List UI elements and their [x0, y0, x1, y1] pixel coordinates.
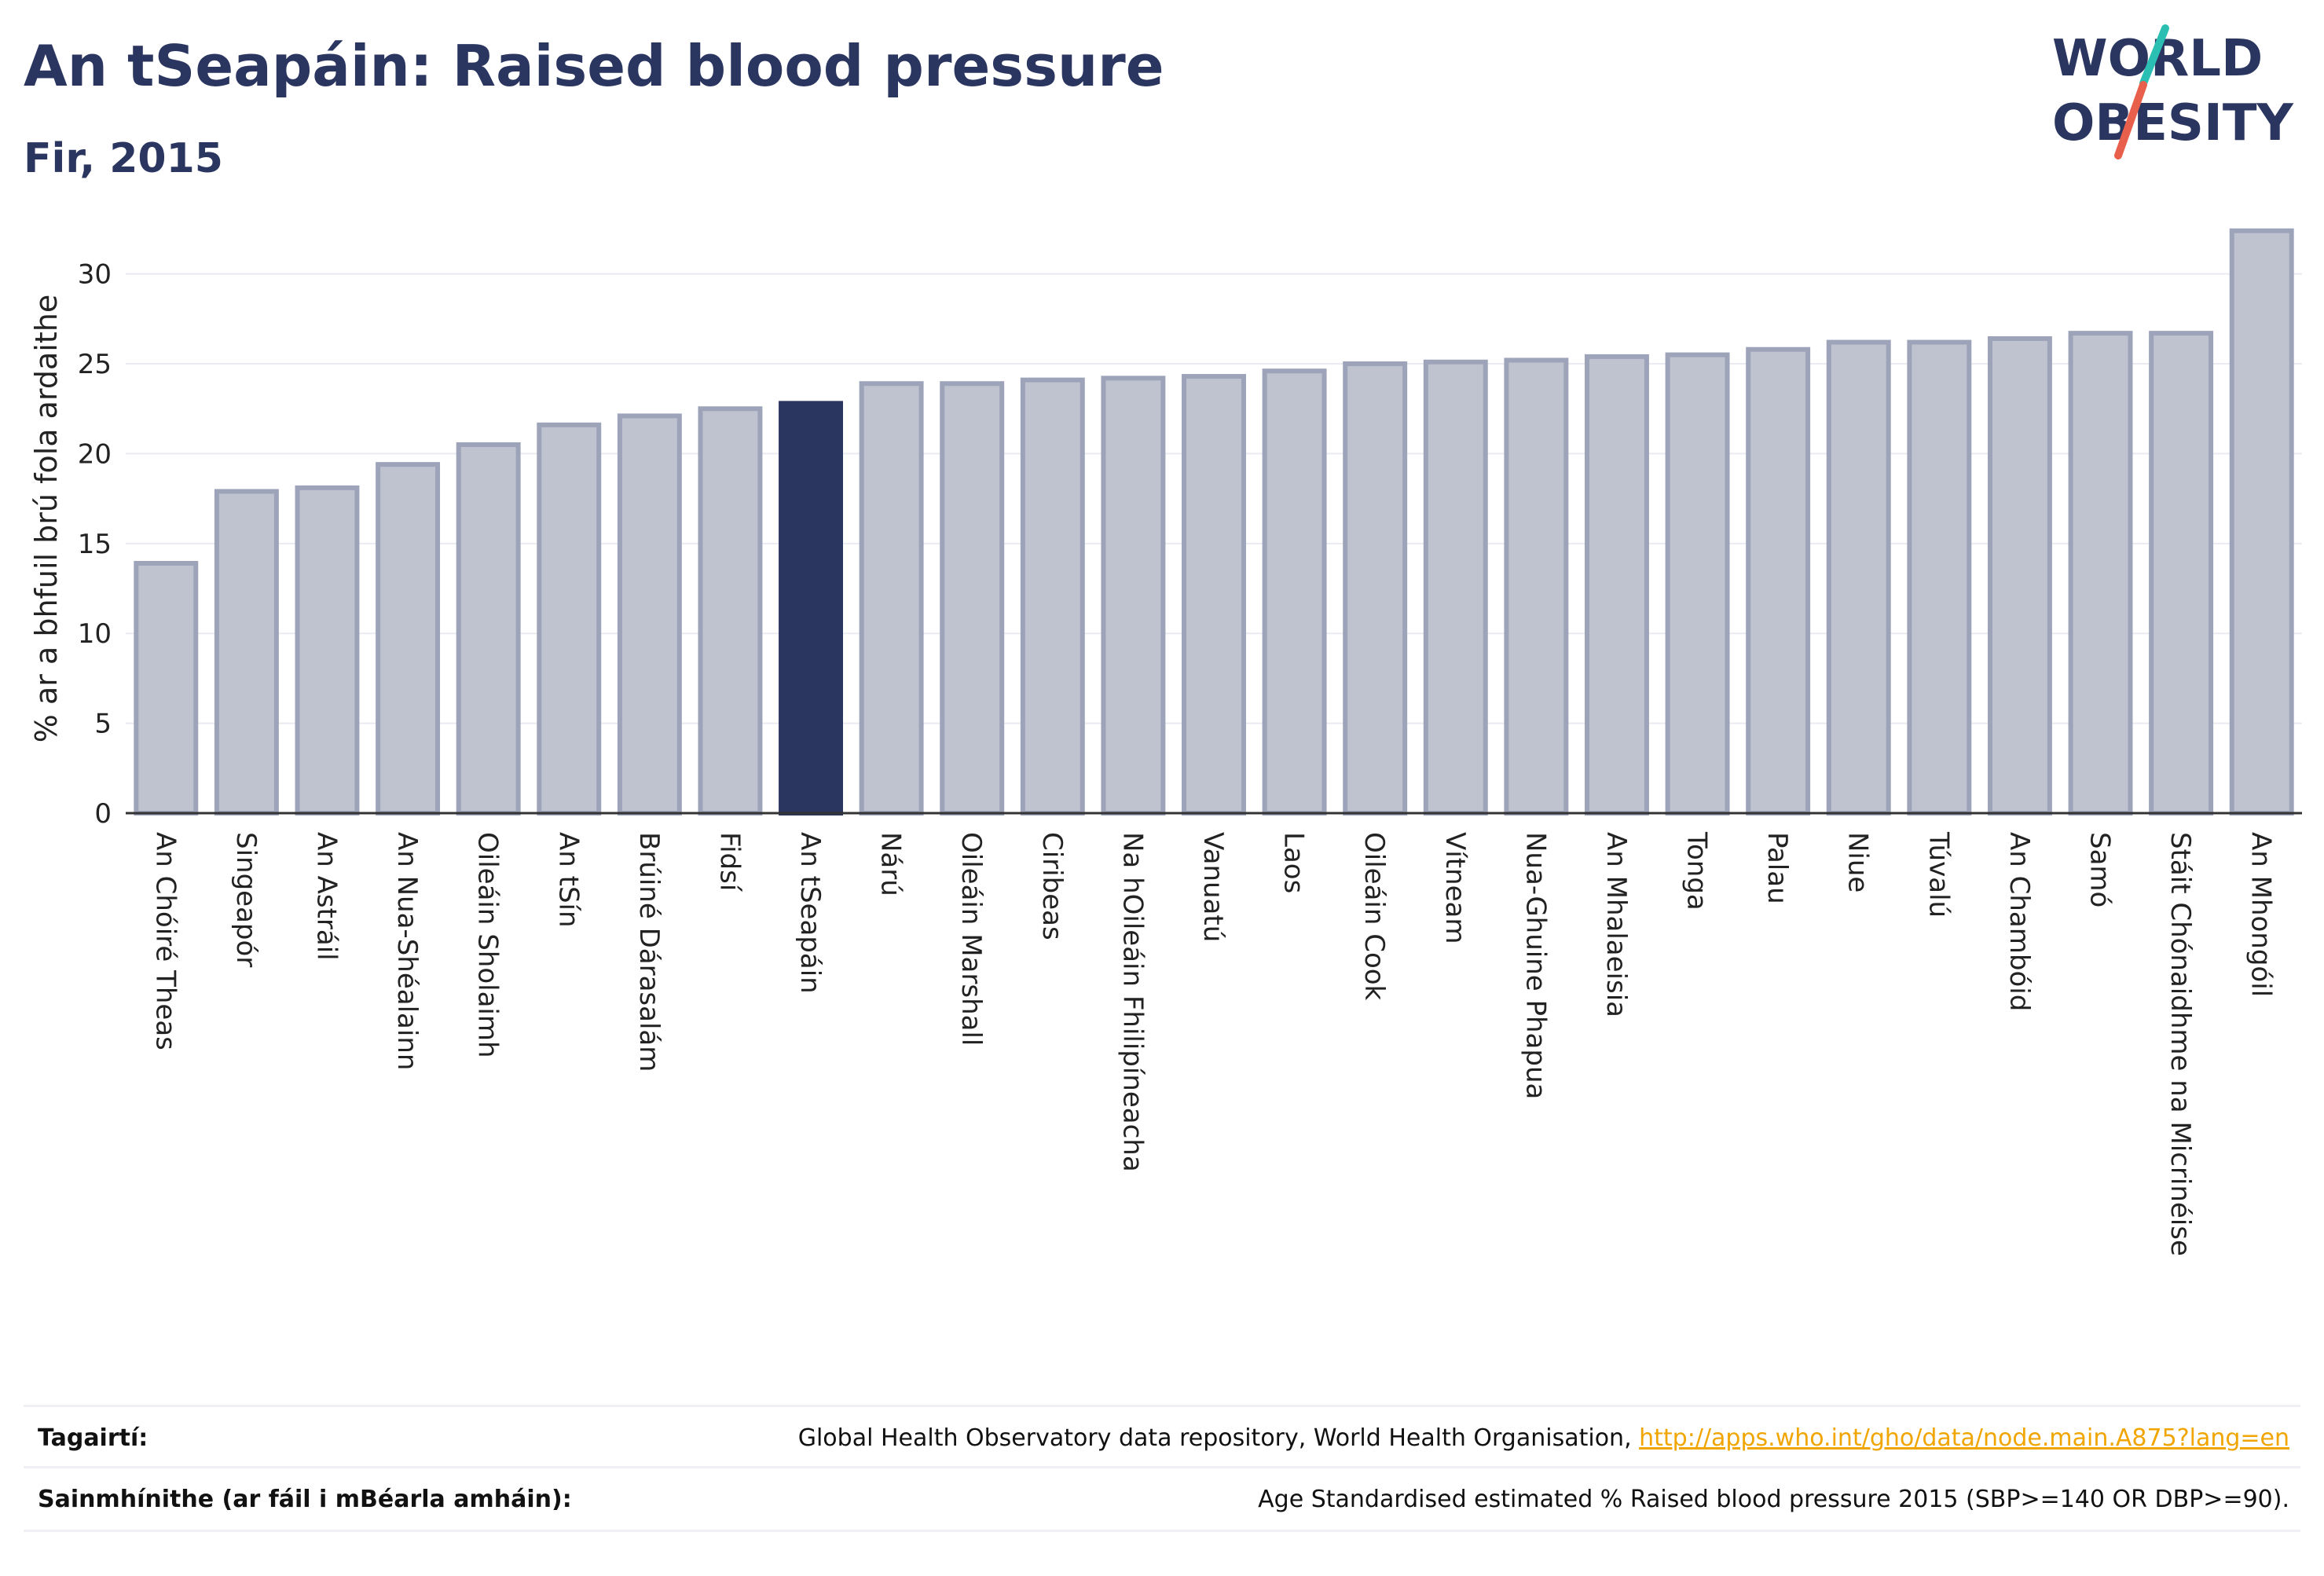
definitions-text: Age Standardised estimated % Raised bloo… [1258, 1486, 2289, 1513]
x-tick-label: An Mhongóil [2245, 832, 2277, 997]
x-tick-label: Na hOileáin Fhilipíneacha [1116, 832, 1148, 1172]
y-axis-label: % ar a bhfuil brú fola ardaithe [29, 295, 64, 742]
bar [1504, 357, 1569, 816]
y-tick-label: 10 [78, 618, 112, 650]
x-tick-label: An Chóiré Theas [149, 832, 181, 1050]
x-tick-label: Singeapór [230, 832, 262, 967]
bar [1182, 374, 1246, 815]
x-tick-label: Ciribeas [1036, 832, 1068, 940]
references-label: Tagairtí: [38, 1424, 148, 1452]
x-tick-label: Fidsí [713, 832, 745, 892]
bar [2229, 228, 2294, 815]
x-tick-label: Nua-Ghuine Phapua [1519, 832, 1551, 1099]
bars [126, 228, 2302, 816]
x-tick-label: An tSeapáin [794, 832, 826, 994]
bar [456, 442, 521, 815]
x-tick-label: Niue [1842, 832, 1874, 892]
bar [1907, 339, 1972, 815]
x-tick-label: Vanuatú [1197, 832, 1229, 942]
logo-slash-red [2114, 81, 2147, 159]
bar [1665, 352, 1730, 816]
logo-line2: OBESITY [2052, 94, 2293, 152]
logo-slash-teal [2139, 24, 2169, 87]
bar [1826, 339, 1891, 815]
x-tick-label: An tSín [552, 832, 584, 928]
x-tick-label: An Nua-Shéalainn [391, 832, 423, 1070]
bar [214, 489, 279, 816]
x-tick-label: An Astráil [310, 832, 342, 961]
bar [859, 381, 924, 815]
x-tick-label: Brúiné Dárasalám [633, 832, 665, 1072]
y-tick-label: 20 [78, 438, 112, 470]
bar [1343, 361, 1408, 816]
y-tick-label: 0 [94, 798, 112, 830]
bar [1746, 346, 1811, 815]
world-obesity-logo: WORLD OBESITY [2052, 24, 2293, 159]
bar [134, 560, 199, 815]
references-text: Global Health Observatory data repositor… [797, 1424, 1640, 1452]
x-tick-label: Nárú [875, 832, 907, 896]
bar [1101, 376, 1166, 816]
bar [1262, 368, 1327, 815]
x-tick-label: Túvalú [1923, 831, 1954, 918]
chart-title: An tSeapáin: Raised blood pressure [24, 33, 1164, 99]
x-tick-label: Tonga [1681, 831, 1713, 911]
x-tick-label: Oileáin Sholaimh [472, 832, 504, 1058]
bar [376, 462, 441, 815]
x-tick-label: An Mhalaeisia [1600, 832, 1632, 1017]
y-tick-label: 5 [94, 709, 112, 740]
bar [2149, 331, 2214, 815]
x-tick-label: Oileáin Marshall [955, 832, 987, 1046]
bar [617, 413, 682, 815]
references-link[interactable]: http://apps.who.int/gho/data/node.main.A… [1639, 1424, 2289, 1452]
bar [295, 485, 360, 815]
bar [537, 422, 602, 815]
x-tick-label: An Chambóid [2003, 832, 2035, 1011]
x-tick-label: Stáit Chónaidhme na Micrinéise [2165, 832, 2196, 1256]
bar [2068, 331, 2133, 815]
definitions-label: Sainmhínithe (ar fáil i mBéarla amháin): [38, 1486, 572, 1513]
x-tick-label: Palau [1761, 832, 1793, 904]
bar [1020, 377, 1085, 815]
x-tick-label: Samó [2084, 832, 2116, 907]
chart-subtitle: Fir, 2015 [24, 135, 223, 182]
bar [1585, 354, 1649, 815]
y-tick-label: 15 [78, 529, 112, 560]
x-tick-label: Laos [1278, 832, 1310, 893]
y-tick-label: 25 [78, 349, 112, 380]
bar [1423, 359, 1488, 815]
references-row: Tagairtí: Global Health Observatory data… [24, 1405, 2300, 1468]
y-ticks: 0 5 10 15 20 25 30 [78, 259, 112, 830]
bar [940, 381, 1005, 815]
bar-highlight [779, 401, 843, 815]
x-tick-label: Oileáin Cook [1358, 832, 1390, 1001]
bar [698, 406, 763, 815]
x-tick-label: Vítneam [1439, 832, 1471, 944]
bar [1987, 336, 2052, 815]
definitions-row: Sainmhínithe (ar fáil i mBéarla amháin):… [24, 1466, 2300, 1532]
x-ticks: An Chóiré Theas Singeapór An Astráil An Nua… [149, 831, 2276, 1256]
y-tick-label: 30 [78, 259, 112, 291]
